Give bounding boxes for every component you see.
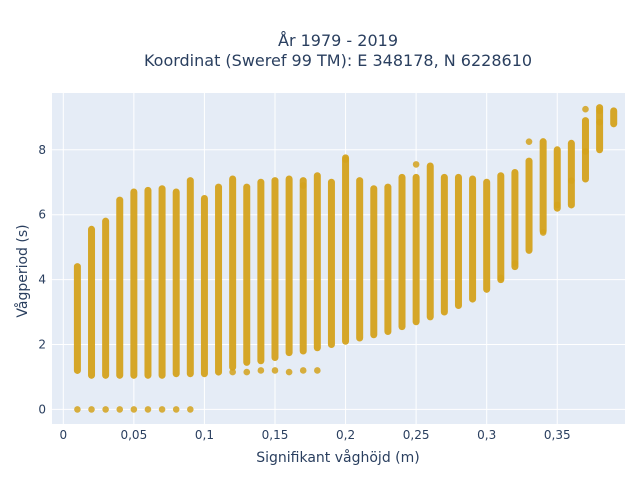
data-point-column	[271, 177, 279, 361]
data-point-column	[243, 183, 251, 366]
y-tick-label: 6	[38, 208, 46, 222]
data-point	[497, 274, 505, 282]
data-point	[342, 156, 349, 163]
data-point-column	[215, 183, 223, 376]
data-point-column	[398, 173, 406, 331]
data-point-column	[511, 169, 519, 271]
data-point-column	[356, 177, 364, 342]
data-point	[412, 161, 420, 168]
data-point	[299, 367, 307, 374]
data-point-column	[497, 172, 505, 284]
x-axis-ticks: 0 0,05 0,1 0,15 0,2 0,25 0,3 0,35	[59, 428, 570, 442]
data-point-column	[454, 173, 462, 310]
data-point-column	[596, 104, 604, 154]
data-point-column	[327, 178, 335, 348]
data-point-column	[172, 188, 180, 378]
data-point-column	[370, 185, 378, 339]
y-tick-label: 4	[38, 273, 46, 287]
data-point	[285, 368, 293, 376]
data-point-column	[412, 173, 420, 326]
x-tick-label: 0,35	[544, 428, 571, 442]
data-point	[511, 260, 519, 267]
data-point	[271, 367, 279, 374]
data-point-column	[469, 175, 477, 303]
y-tick-label: 0	[38, 402, 46, 416]
data-point	[229, 368, 236, 376]
x-tick-label: 0,2	[336, 428, 355, 442]
data-point	[158, 406, 166, 413]
data-point-column	[342, 154, 350, 345]
data-point-column	[200, 194, 208, 378]
data-point-column	[73, 263, 81, 374]
data-point-column	[426, 162, 434, 321]
x-tick-label: 0,1	[195, 428, 214, 442]
data-point-column	[440, 173, 448, 316]
data-point-column	[88, 225, 96, 379]
chart-title-line-1: År 1979 - 2019	[278, 31, 398, 50]
x-tick-label: 0,25	[403, 428, 430, 442]
data-point	[74, 406, 81, 413]
data-point	[172, 406, 180, 413]
chart-title-line-2: Koordinat (Sweref 99 TM): E 348178, N 62…	[144, 51, 532, 70]
x-tick-label: 0,3	[477, 428, 496, 442]
data-point	[568, 177, 575, 184]
plot-area	[52, 93, 625, 424]
data-point-column	[525, 157, 533, 254]
data-point	[596, 118, 603, 126]
data-point-column	[384, 183, 392, 336]
data-point-column	[102, 217, 110, 379]
data-point-column	[313, 172, 321, 352]
data-point-column	[130, 188, 138, 379]
data-points	[73, 104, 618, 413]
data-point-column	[610, 107, 618, 128]
data-point	[582, 148, 589, 155]
data-point	[582, 105, 589, 113]
data-point-column	[567, 139, 575, 209]
data-point	[130, 406, 138, 413]
y-axis-ticks: 0 2 4 6 8	[38, 143, 46, 417]
data-point-column	[483, 178, 491, 293]
data-point	[102, 406, 109, 413]
data-point-column	[186, 177, 194, 378]
data-point	[257, 367, 265, 374]
x-tick-label: 0	[59, 428, 67, 442]
data-point-column	[158, 185, 166, 379]
x-tick-label: 0,05	[120, 428, 147, 442]
x-axis-label: Signifikant våghöjd (m)	[256, 449, 419, 466]
data-point-column	[299, 177, 307, 355]
data-point	[553, 201, 561, 209]
y-tick-label: 8	[38, 143, 46, 157]
data-point-column	[257, 178, 265, 365]
data-point	[314, 367, 321, 374]
data-point-column	[229, 175, 237, 371]
data-point-column	[285, 175, 293, 357]
data-point	[596, 107, 603, 115]
data-point	[116, 406, 124, 413]
data-point	[88, 406, 95, 413]
data-point	[299, 182, 307, 189]
data-point	[187, 406, 194, 413]
data-point	[144, 406, 152, 413]
data-point	[539, 229, 547, 236]
y-tick-label: 2	[38, 337, 46, 351]
y-axis-label: Vågperiod (s)	[14, 224, 31, 317]
x-tick-label: 0,15	[262, 428, 289, 442]
data-point-column	[553, 146, 561, 212]
data-point-column	[116, 196, 124, 379]
data-point	[243, 368, 251, 376]
data-point	[525, 138, 533, 145]
data-point-column	[539, 138, 547, 235]
data-point-column	[144, 186, 152, 379]
